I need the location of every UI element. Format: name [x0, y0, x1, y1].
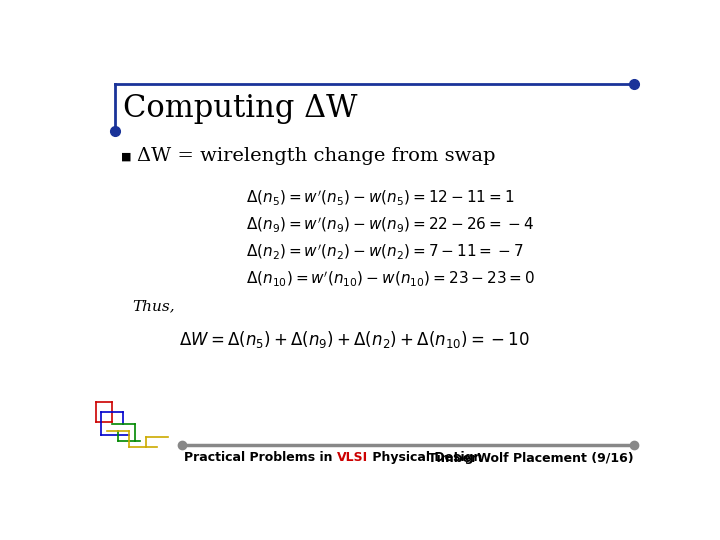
Text: $\Delta(n_2) = w'(n_2) - w(n_2) = 7 - 11 = -7$: $\Delta(n_2) = w'(n_2) - w(n_2) = 7 - 11… [246, 242, 524, 261]
Text: $\Delta W = \Delta(n_5) + \Delta(n_9) + \Delta(n_2) + \Delta(n_{10}) = -10$: $\Delta W = \Delta(n_5) + \Delta(n_9) + … [179, 329, 530, 350]
Text: VLSI: VLSI [337, 451, 368, 464]
Text: Computing ΔW: Computing ΔW [124, 93, 358, 124]
Text: $\Delta(n_{10}) = w'(n_{10}) - w(n_{10}) = 23 - 23 = 0$: $\Delta(n_{10}) = w'(n_{10}) - w(n_{10})… [246, 269, 536, 288]
Text: Thus,: Thus, [132, 299, 174, 313]
Text: $\Delta(n_5) = w'(n_5) - w(n_5) = 12 - 11 = 1$: $\Delta(n_5) = w'(n_5) - w(n_5) = 12 - 1… [246, 188, 515, 207]
Text: TimberWolf Placement (9/16): TimberWolf Placement (9/16) [428, 451, 634, 464]
Text: ■: ■ [121, 151, 131, 161]
Text: ΔW = wirelength change from swap: ΔW = wirelength change from swap [138, 147, 496, 165]
Text: $\Delta(n_9) = w'(n_9) - w(n_9) = 22 - 26 = -4$: $\Delta(n_9) = w'(n_9) - w(n_9) = 22 - 2… [246, 215, 534, 234]
Text: Physical Design: Physical Design [368, 451, 482, 464]
Text: Practical Problems in: Practical Problems in [184, 451, 337, 464]
